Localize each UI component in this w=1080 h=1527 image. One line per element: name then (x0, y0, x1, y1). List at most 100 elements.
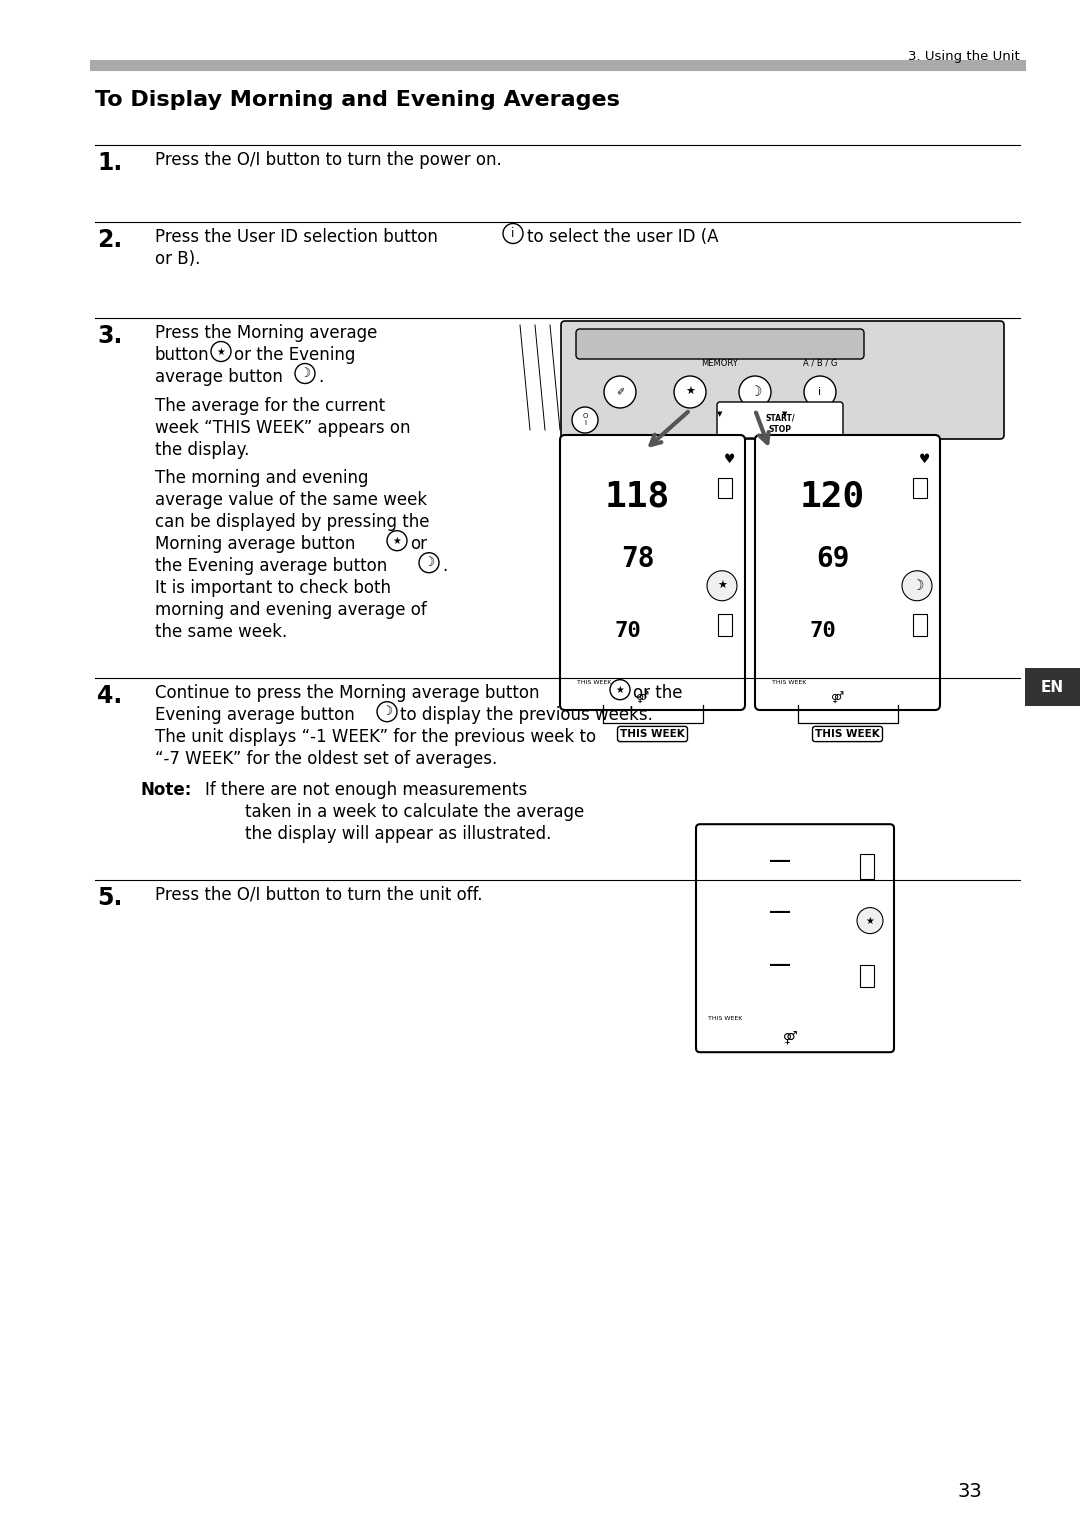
Text: It is important to check both: It is important to check both (156, 579, 391, 597)
Text: or: or (410, 534, 427, 553)
Text: to select the user ID (A: to select the user ID (A (527, 228, 718, 246)
Text: Press the O/I button to turn the unit off.: Press the O/I button to turn the unit of… (156, 886, 483, 904)
Text: ☽: ☽ (910, 579, 923, 592)
Text: 2.: 2. (97, 228, 122, 252)
Circle shape (604, 376, 636, 408)
Text: taken in a week to calculate the average: taken in a week to calculate the average (245, 803, 584, 822)
Text: ☽: ☽ (423, 556, 434, 570)
Text: i: i (819, 386, 822, 397)
Circle shape (572, 408, 598, 434)
Text: 120: 120 (800, 479, 865, 513)
Text: To Display Morning and Evening Averages: To Display Morning and Evening Averages (95, 90, 620, 110)
Bar (860, 854, 874, 880)
Text: or B).: or B). (156, 250, 201, 269)
Text: the display will appear as illustrated.: the display will appear as illustrated. (245, 825, 552, 843)
FancyBboxPatch shape (1025, 669, 1080, 705)
Text: Press the User ID selection button: Press the User ID selection button (156, 228, 437, 246)
Text: ⚤: ⚤ (636, 692, 649, 702)
Bar (718, 614, 732, 637)
Text: Press the Morning average: Press the Morning average (156, 324, 377, 342)
FancyBboxPatch shape (576, 328, 864, 359)
Text: O
I: O I (582, 414, 588, 426)
Text: 4.: 4. (97, 684, 122, 709)
Text: average button: average button (156, 368, 283, 386)
Text: THIS WEEK: THIS WEEK (815, 728, 880, 739)
Text: A / B / G: A / B / G (802, 359, 837, 368)
FancyBboxPatch shape (561, 435, 745, 710)
Text: 5.: 5. (97, 886, 122, 910)
Text: The morning and evening: The morning and evening (156, 469, 368, 487)
Text: The unit displays “-1 WEEK” for the previous week to: The unit displays “-1 WEEK” for the prev… (156, 728, 596, 747)
Text: ★: ★ (393, 536, 402, 545)
Text: 70: 70 (809, 621, 836, 641)
FancyBboxPatch shape (755, 435, 940, 710)
FancyBboxPatch shape (561, 321, 1004, 438)
Text: the display.: the display. (156, 441, 249, 458)
Text: ☽: ☽ (748, 385, 761, 399)
Text: 118: 118 (605, 479, 670, 513)
Text: average value of the same week: average value of the same week (156, 492, 427, 508)
Bar (860, 965, 874, 986)
Text: THIS WEEK: THIS WEEK (620, 728, 685, 739)
Circle shape (858, 907, 883, 933)
Text: ⚤: ⚤ (831, 692, 845, 702)
Text: Note:: Note: (140, 780, 191, 799)
Text: STOP: STOP (769, 426, 792, 435)
Bar (718, 478, 732, 498)
Text: ⚤: ⚤ (783, 1031, 797, 1044)
Text: Continue to press the Morning average button: Continue to press the Morning average bu… (156, 684, 540, 702)
Text: Morning average button: Morning average button (156, 534, 355, 553)
Text: to display the previous weeks.: to display the previous weeks. (400, 705, 653, 724)
Circle shape (804, 376, 836, 408)
Text: THIS WEEK: THIS WEEK (708, 1015, 742, 1020)
Text: If there are not enough measurements: If there are not enough measurements (205, 780, 527, 799)
Text: 70: 70 (615, 621, 640, 641)
Text: THIS WEEK: THIS WEEK (577, 681, 611, 686)
FancyBboxPatch shape (717, 402, 843, 438)
Text: button: button (156, 347, 210, 363)
Text: MEMORY: MEMORY (702, 359, 739, 368)
Text: ★: ★ (866, 916, 875, 925)
Text: EN: EN (1041, 680, 1064, 695)
FancyBboxPatch shape (696, 825, 894, 1052)
Text: THIS WEEK: THIS WEEK (772, 681, 807, 686)
Text: can be displayed by pressing the: can be displayed by pressing the (156, 513, 430, 531)
Text: or the: or the (633, 684, 683, 702)
Text: ★: ★ (217, 347, 226, 356)
Text: The average for the current: The average for the current (156, 397, 386, 415)
Text: the Evening average button: the Evening average button (156, 557, 388, 576)
Text: “-7 WEEK” for the oldest set of averages.: “-7 WEEK” for the oldest set of averages… (156, 750, 497, 768)
Text: 69: 69 (815, 545, 849, 573)
Text: ▼: ▼ (782, 411, 787, 417)
Text: Evening average button: Evening average button (156, 705, 354, 724)
Text: 78: 78 (621, 545, 654, 573)
Text: 3. Using the Unit: 3. Using the Unit (908, 50, 1020, 63)
Circle shape (902, 571, 932, 600)
Text: ▼: ▼ (717, 411, 723, 417)
Text: ☽: ☽ (299, 366, 311, 380)
Text: ——: —— (770, 956, 789, 974)
Text: i: i (511, 228, 515, 240)
Bar (913, 478, 927, 498)
Circle shape (707, 571, 737, 600)
Text: ★: ★ (616, 684, 624, 695)
Text: Press the O/I button to turn the power on.: Press the O/I button to turn the power o… (156, 151, 502, 169)
Bar (913, 614, 927, 637)
Text: ♥: ♥ (724, 454, 735, 466)
Text: ✐: ✐ (616, 386, 624, 397)
Circle shape (674, 376, 706, 408)
Text: ★: ★ (717, 580, 727, 591)
Text: ♥: ♥ (919, 454, 930, 466)
Text: START/: START/ (766, 414, 795, 423)
Text: ——: —— (770, 852, 789, 870)
Text: .: . (442, 557, 447, 576)
Text: 3.: 3. (97, 324, 122, 348)
Text: .: . (318, 368, 323, 386)
Text: 1.: 1. (97, 151, 122, 176)
Text: 33: 33 (958, 1483, 983, 1501)
Text: the same week.: the same week. (156, 623, 287, 641)
Text: ☽: ☽ (381, 705, 393, 718)
Text: ——: —— (770, 902, 789, 921)
Text: week “THIS WEEK” appears on: week “THIS WEEK” appears on (156, 418, 410, 437)
Text: morning and evening average of: morning and evening average of (156, 602, 427, 620)
